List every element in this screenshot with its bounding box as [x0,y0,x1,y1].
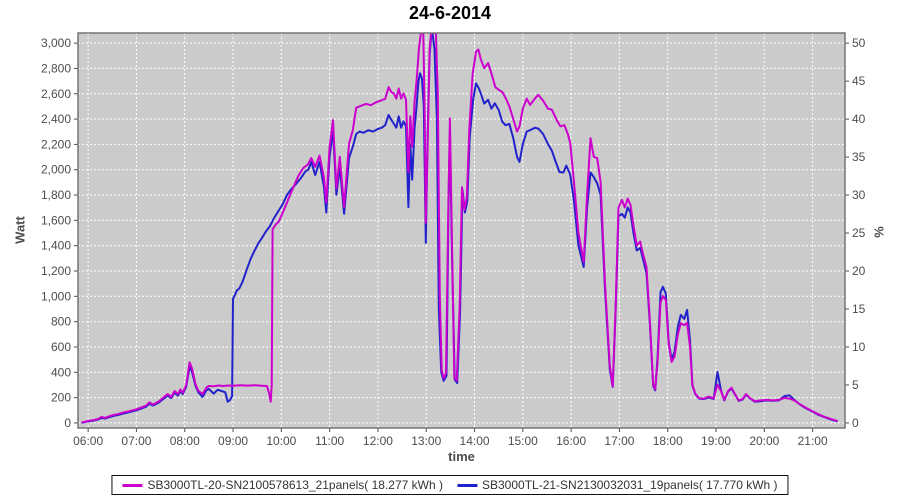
legend: SB3000TL-20-SN2100578613_21panels( 18.27… [111,475,789,495]
svg-text:1,000: 1,000 [41,289,71,303]
chart-title: 24-6-2014 [408,3,492,23]
svg-text:15: 15 [852,302,866,316]
svg-text:30: 30 [852,188,866,202]
svg-text:20: 20 [852,264,866,278]
svg-text:14:00: 14:00 [460,434,490,448]
svg-text:11:00: 11:00 [315,434,344,448]
svg-text:18:00: 18:00 [653,434,683,448]
svg-text:13:00: 13:00 [411,434,441,448]
svg-text:2,800: 2,800 [41,61,71,75]
svg-text:10:00: 10:00 [266,434,296,448]
x-axis-label: time [448,449,475,464]
svg-text:17:00: 17:00 [604,434,634,448]
legend-item-inverter-21: SB3000TL-21-SN2130032031_19panels( 17.77… [457,478,778,492]
svg-text:09:00: 09:00 [218,434,248,448]
legend-swatch-magenta [122,483,143,487]
svg-text:1,600: 1,600 [41,213,71,227]
svg-text:2,400: 2,400 [41,112,71,126]
svg-text:600: 600 [51,340,71,354]
left-axis-label: Watt [12,216,28,244]
svg-text:5: 5 [852,378,859,392]
svg-text:200: 200 [51,391,71,405]
svg-text:45: 45 [852,74,866,88]
svg-text:16:00: 16:00 [556,434,586,448]
svg-text:2,000: 2,000 [41,163,71,177]
svg-text:06:00: 06:00 [73,434,103,448]
svg-text:0: 0 [852,416,859,430]
svg-text:50: 50 [852,36,866,50]
series-line-0 [81,33,838,424]
svg-text:1,400: 1,400 [41,239,71,253]
svg-text:15:00: 15:00 [508,434,538,448]
svg-text:07:00: 07:00 [121,434,151,448]
svg-text:40: 40 [852,112,866,126]
svg-text:0: 0 [64,416,71,430]
svg-text:800: 800 [51,315,71,329]
svg-text:19:00: 19:00 [701,434,731,448]
legend-label-inverter-21: SB3000TL-21-SN2130032031_19panels( 17.77… [482,478,778,492]
legend-swatch-blue [457,483,477,487]
plot-area: 02004006008001,0001,2001,4001,6001,8002,… [41,32,866,448]
legend-item-inverter-20: SB3000TL-20-SN2100578613_21panels( 18.27… [122,478,443,492]
gridlines [78,33,845,428]
svg-text:20:00: 20:00 [749,434,779,448]
svg-text:12:00: 12:00 [363,434,393,448]
legend-label-inverter-20: SB3000TL-20-SN2100578613_21panels( 18.27… [147,478,443,492]
svg-text:1,200: 1,200 [41,264,71,278]
svg-text:21:00: 21:00 [798,434,828,448]
axis-ticks: 02004006008001,0001,2001,4001,6001,8002,… [41,36,866,448]
svg-text:25: 25 [852,226,866,240]
svg-text:1,800: 1,800 [41,188,71,202]
svg-text:2,600: 2,600 [41,87,71,101]
svg-text:2,200: 2,200 [41,137,71,151]
svg-text:3,000: 3,000 [41,36,71,50]
svg-text:10: 10 [852,340,866,354]
svg-text:08:00: 08:00 [170,434,200,448]
right-axis-label: % [871,226,887,238]
plot-border [77,32,846,429]
svg-text:400: 400 [51,365,71,379]
svg-text:35: 35 [852,150,866,164]
